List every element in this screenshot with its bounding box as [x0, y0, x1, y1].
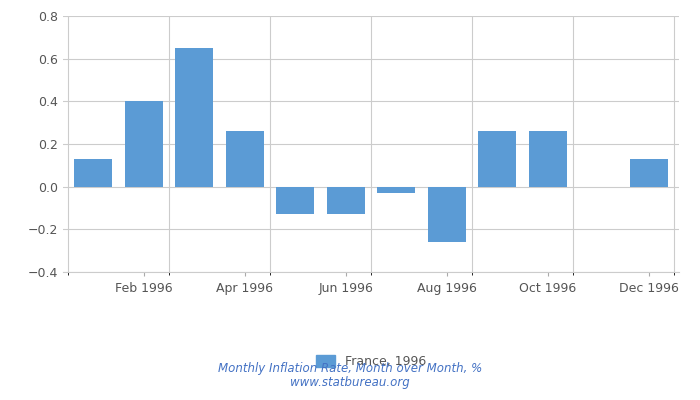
Bar	[276, 187, 314, 214]
Bar	[630, 159, 668, 187]
Legend: France, 1996: France, 1996	[311, 350, 431, 373]
Bar	[528, 131, 567, 187]
Bar	[327, 187, 365, 214]
Bar	[175, 48, 214, 187]
Bar	[74, 159, 112, 187]
Bar	[125, 101, 162, 187]
Text: Monthly Inflation Rate, Month over Month, %: Monthly Inflation Rate, Month over Month…	[218, 362, 482, 375]
Bar	[478, 131, 516, 187]
Text: www.statbureau.org: www.statbureau.org	[290, 376, 410, 389]
Bar	[226, 131, 264, 187]
Bar	[428, 187, 466, 242]
Bar	[377, 187, 415, 193]
